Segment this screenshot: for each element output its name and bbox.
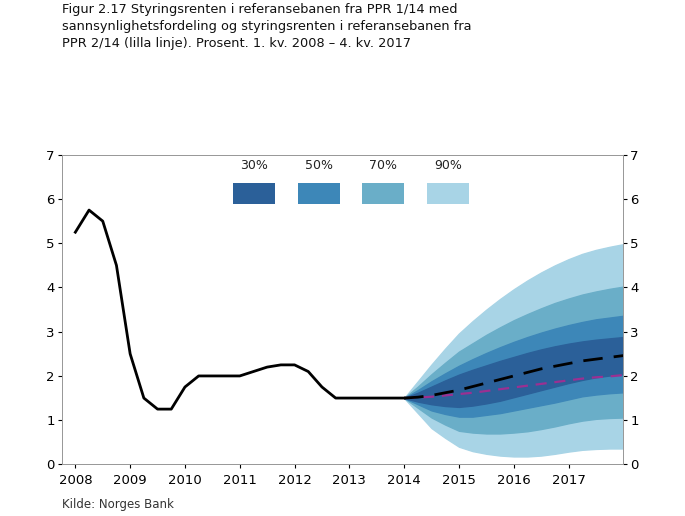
Bar <box>362 183 404 204</box>
Text: 30%: 30% <box>240 159 268 172</box>
Bar <box>233 183 275 204</box>
Text: Kilde: Norges Bank: Kilde: Norges Bank <box>62 498 173 511</box>
Text: 70%: 70% <box>369 159 397 172</box>
Text: 90%: 90% <box>434 159 462 172</box>
Text: 50%: 50% <box>305 159 333 172</box>
Bar <box>297 183 340 204</box>
Bar <box>427 183 469 204</box>
Text: Figur 2.17 Styringsrenten i referansebanen fra PPR 1/14 med
sannsynlighetsfordel: Figur 2.17 Styringsrenten i referanseban… <box>62 3 471 50</box>
